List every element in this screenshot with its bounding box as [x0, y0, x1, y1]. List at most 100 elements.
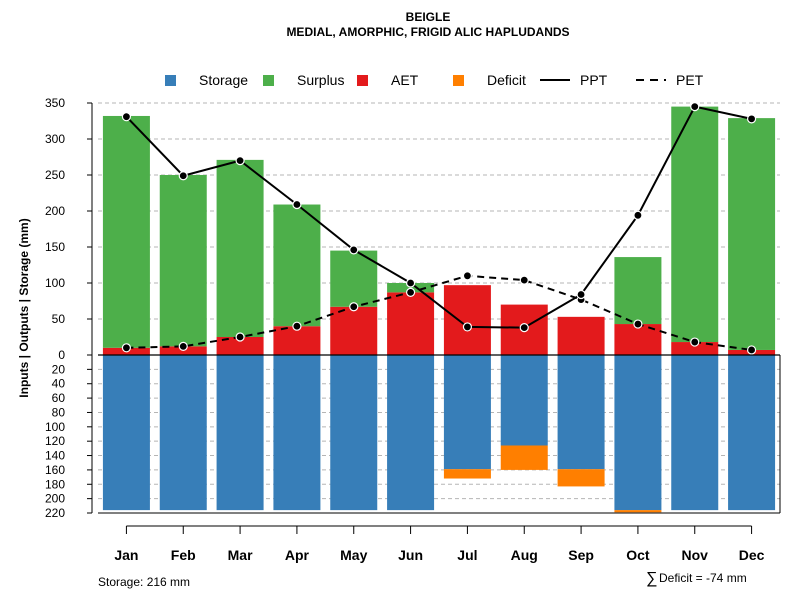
storage-bar: [273, 355, 321, 511]
pet-point: [690, 337, 700, 347]
ppt-point: [746, 114, 757, 124]
y-tick-label: 200: [45, 492, 65, 506]
legend-label-deficit: Deficit: [487, 72, 526, 88]
chart-title: BEIGLE: [406, 10, 451, 24]
aet-bar: [671, 342, 719, 355]
ppt-point: [349, 245, 359, 255]
y-tick-label: 160: [45, 463, 65, 477]
aet-bar: [387, 292, 435, 355]
storage-bar: [387, 355, 435, 511]
ppt-point: [292, 199, 302, 210]
storage-bar: [728, 355, 776, 511]
storage-bar: [330, 355, 378, 511]
aet-bar: [443, 285, 491, 355]
ppt-line: [125, 105, 752, 329]
y-tick-label: 200: [45, 204, 65, 218]
surplus-bar: [387, 283, 435, 293]
x-tick-label: Feb: [171, 547, 196, 563]
surplus-bar: [614, 257, 662, 325]
ppt-point: [633, 210, 643, 220]
y-tick-label: 220: [45, 506, 65, 520]
aet-bar: [557, 316, 605, 355]
x-tick-label: Aug: [511, 547, 538, 563]
x-tick-label: Nov: [682, 547, 709, 563]
aet-bar: [216, 337, 264, 355]
ppt-point: [519, 323, 529, 333]
deficit-bar: [557, 469, 605, 487]
ppt-point: [690, 101, 700, 112]
y-tick-label: 250: [45, 168, 65, 182]
pet-point: [235, 332, 245, 342]
storage-bar: [614, 355, 662, 511]
ppt-point: [576, 289, 586, 300]
storage-bar: [671, 355, 719, 511]
x-tick-label: Oct: [626, 547, 650, 563]
storage-bar: [557, 355, 605, 470]
y-tick-label: 140: [45, 449, 65, 463]
storage-bar: [159, 355, 207, 511]
pet-point: [178, 341, 188, 351]
storage-bar: [216, 355, 264, 511]
x-tick-label: Jul: [457, 547, 477, 563]
pet-point: [462, 271, 473, 281]
pet-point: [519, 275, 529, 285]
y-tick-label: 350: [45, 96, 65, 110]
y-tick-label: 300: [45, 132, 65, 146]
y-tick-label: 100: [45, 276, 65, 290]
legend-swatch-deficit: [453, 75, 464, 86]
ppt-point: [121, 112, 132, 122]
storage-bar: [500, 355, 548, 446]
pet-point: [121, 343, 132, 353]
legend-swatch-storage: [165, 75, 176, 86]
pet-point: [633, 319, 643, 329]
y-tick-label: 40: [52, 377, 66, 391]
y-tick-label: 20: [52, 362, 66, 376]
legend-label-surplus: Surplus: [297, 72, 344, 88]
x-tick-label: Jan: [114, 547, 138, 563]
y-tick-label: 150: [45, 240, 65, 254]
pet-point: [746, 345, 757, 355]
ppt-point: [178, 171, 188, 181]
sum-symbol: ∑: [646, 570, 657, 587]
pet-point: [292, 321, 302, 331]
y-tick-label: 100: [45, 420, 65, 434]
lines: [121, 101, 757, 355]
ppt-point: [462, 322, 473, 332]
deficit-bar: [443, 469, 491, 479]
deficit-total-label: Deficit = -74 mm: [659, 571, 747, 585]
legend-label-ppt: PPT: [580, 72, 608, 88]
y-tick-label: 180: [45, 477, 65, 491]
x-tick-label: Dec: [739, 547, 765, 563]
y-axis-label: Inputs | Outputs | Storage (mm): [17, 218, 31, 397]
surplus-bar: [216, 159, 264, 337]
legend-label-aet: AET: [391, 72, 419, 88]
surplus-bar: [159, 175, 207, 347]
gridlines: [98, 102, 780, 514]
chart-subtitle: MEDIAL, AMORPHIC, FRIGID ALIC HAPLUDANDS: [286, 25, 569, 39]
legend-label-storage: Storage: [199, 72, 248, 88]
storage-bar: [102, 355, 150, 511]
legend-swatch-surplus: [263, 75, 274, 86]
x-tick-label: Mar: [228, 547, 253, 563]
legend-swatch-aet: [357, 75, 368, 86]
ppt-point: [235, 156, 245, 166]
x-tick-label: May: [340, 547, 367, 563]
aet-bar: [273, 326, 321, 355]
deficit-bar: [500, 445, 548, 470]
deficit-bar: [614, 510, 662, 513]
y-tick-label: 0: [58, 348, 65, 362]
bars: [102, 106, 776, 513]
x-tick-label: Jun: [398, 547, 423, 563]
ppt-point: [405, 278, 416, 288]
x-tick-label: Apr: [285, 547, 310, 563]
surplus-bar: [671, 106, 719, 343]
y-tick-label: 80: [52, 405, 66, 419]
axes: 0501001502002503003502040608010012014016…: [45, 96, 781, 563]
aet-bar: [330, 306, 378, 355]
surplus-bar: [102, 115, 150, 348]
surplus-bar: [273, 204, 321, 327]
y-tick-label: 120: [45, 434, 65, 448]
pet-point: [405, 287, 416, 297]
y-tick-label: 60: [52, 391, 66, 405]
